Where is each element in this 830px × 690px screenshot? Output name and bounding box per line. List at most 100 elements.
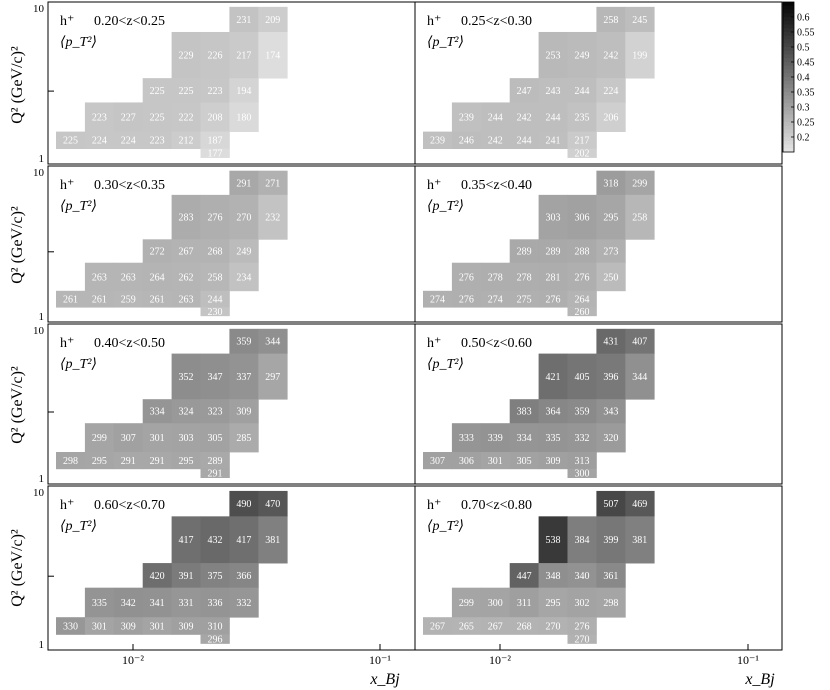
heatmap-cell [596, 262, 626, 292]
cell-value-label: 268 [207, 247, 222, 258]
cell-value-label: 226 [207, 51, 222, 62]
cell-value-label: 244 [574, 86, 589, 97]
cell-value-label: 268 [517, 621, 532, 632]
colorbar-segment [783, 17, 794, 22]
cell-value-label: 300 [574, 469, 589, 480]
heatmap-cell [229, 31, 259, 79]
panel-2: 258 245 253 249 242 199 247 243 244 224 239 244 242 2… [414, 1, 783, 165]
cell-value-label: 288 [574, 247, 589, 258]
z-range-label: 0.25<z<0.30 [461, 14, 532, 29]
observable-label: ⟨p_T²⟩ [60, 357, 97, 372]
heatmap-cell [113, 131, 144, 150]
heatmap-cell [509, 563, 539, 589]
cell-value-label: 249 [574, 51, 589, 62]
heatmap-cell [142, 399, 172, 424]
cell-value-label: 258 [207, 272, 222, 283]
cell-value-label: 242 [488, 136, 503, 147]
heatmap-cell [113, 262, 144, 292]
cell-value-label: 235 [574, 113, 589, 124]
z-range-label: 0.70<z<0.80 [461, 498, 532, 513]
cell-value-label: 244 [488, 113, 503, 124]
cell-value-label: 309 [546, 456, 561, 467]
heatmap-cell [258, 353, 288, 400]
heatmap-cell [625, 31, 655, 79]
heatmap-cell [509, 423, 539, 453]
heatmap-cell [200, 468, 230, 478]
heatmap-cell [171, 399, 201, 424]
cell-value-label: 239 [430, 136, 445, 147]
heatmap-cell [480, 102, 511, 132]
heatmap-cell [142, 102, 172, 132]
cell-value-label: 332 [236, 598, 251, 609]
cell-value-label: 297 [265, 372, 280, 383]
colorbar-segment [783, 133, 794, 138]
heatmap-cell [567, 78, 597, 103]
observable-label: ⟨p_T²⟩ [427, 35, 464, 50]
heatmap-cell [142, 262, 172, 292]
cell-value-label: 276 [546, 294, 561, 305]
x-tick-label: 10⁻¹ [737, 653, 759, 667]
cell-value-label: 177 [207, 149, 222, 160]
heatmap-cell [171, 290, 201, 308]
heatmap-cell [84, 452, 115, 470]
y-tick-label: 10 [33, 167, 45, 179]
panel-8: 507 469 538 384 399 381 447 348 340 361 299 300 311 2… [414, 485, 783, 651]
cell-value-label: 417 [179, 535, 194, 546]
heatmap-cell [423, 452, 453, 470]
cell-value-label: 230 [207, 307, 222, 318]
cell-value-label: 303 [179, 433, 194, 444]
panel-grid: 231 209 229 226 217 174 225 225 223 194 223 227 225 2… [33, 1, 783, 651]
heatmap-cell [538, 290, 568, 308]
observable-label: ⟨p_T²⟩ [60, 199, 97, 214]
axes-labels: 10⁻² 10⁻¹ 10⁻² 10⁻¹ x_Bj x_Bj Q² (GeV/c)² Q² (G… [9, 46, 775, 688]
heatmap-cell [229, 170, 259, 196]
heatmap-cell [142, 452, 172, 470]
cell-value-label: 283 [179, 213, 194, 224]
heatmap-cell [200, 78, 230, 103]
y-tick-label: 10 [33, 3, 45, 15]
x-axis-label: x_Bj [369, 671, 400, 688]
cell-value-label: 291 [207, 469, 222, 480]
cell-value-label: 490 [236, 499, 251, 510]
heatmap-cell [596, 102, 626, 132]
cell-value-label: 305 [517, 456, 532, 467]
heatmap-cell [567, 239, 597, 264]
heatmap-cell [113, 617, 144, 635]
heatmap-cell [423, 617, 453, 635]
cell-value-label: 348 [546, 571, 561, 582]
cell-value-label: 301 [488, 456, 503, 467]
colorbar-segment [783, 58, 794, 63]
heatmap-cell [258, 490, 288, 517]
heatmap-cell [451, 102, 482, 132]
heatmap-cell [229, 423, 259, 453]
colorbar-segment [783, 9, 794, 14]
heatmap-cell [229, 262, 259, 292]
heatmap-cell [84, 617, 115, 635]
cell-value-label: 301 [92, 621, 107, 632]
heatmap-cell [567, 148, 597, 158]
heatmap-cell [200, 131, 230, 150]
heatmap-cell [229, 6, 259, 33]
colorbar-segment [783, 144, 794, 149]
colorbar-segment [783, 125, 794, 130]
colorbar-segment [783, 39, 794, 44]
cell-value-label: 241 [546, 136, 561, 147]
cell-value-label: 361 [603, 571, 618, 582]
cell-value-label: 344 [265, 337, 280, 348]
heatmap-cell [509, 399, 539, 424]
cell-value-label: 309 [236, 407, 251, 418]
heatmap-cell [596, 587, 626, 618]
heatmap-cell [509, 452, 539, 470]
heatmap-cell [567, 634, 597, 644]
y-axis-label: Q² (GeV/c)² [9, 206, 26, 284]
cell-value-label: 208 [207, 113, 222, 124]
heatmap-cell [509, 262, 539, 292]
colorbar: 0.6 0.55 0.5 0.45 0.4 0.35 0.3 0.25 0.2 [782, 1, 815, 153]
cell-value-label: 302 [574, 598, 589, 609]
hadron-label: h⁺ [60, 178, 74, 193]
colorbar-segment [783, 122, 794, 127]
heatmap-cell [200, 148, 230, 158]
cell-value-label: 244 [207, 294, 222, 305]
cell-value-label: 229 [179, 51, 194, 62]
colorbar-tick-label: 0.25 [797, 118, 815, 129]
